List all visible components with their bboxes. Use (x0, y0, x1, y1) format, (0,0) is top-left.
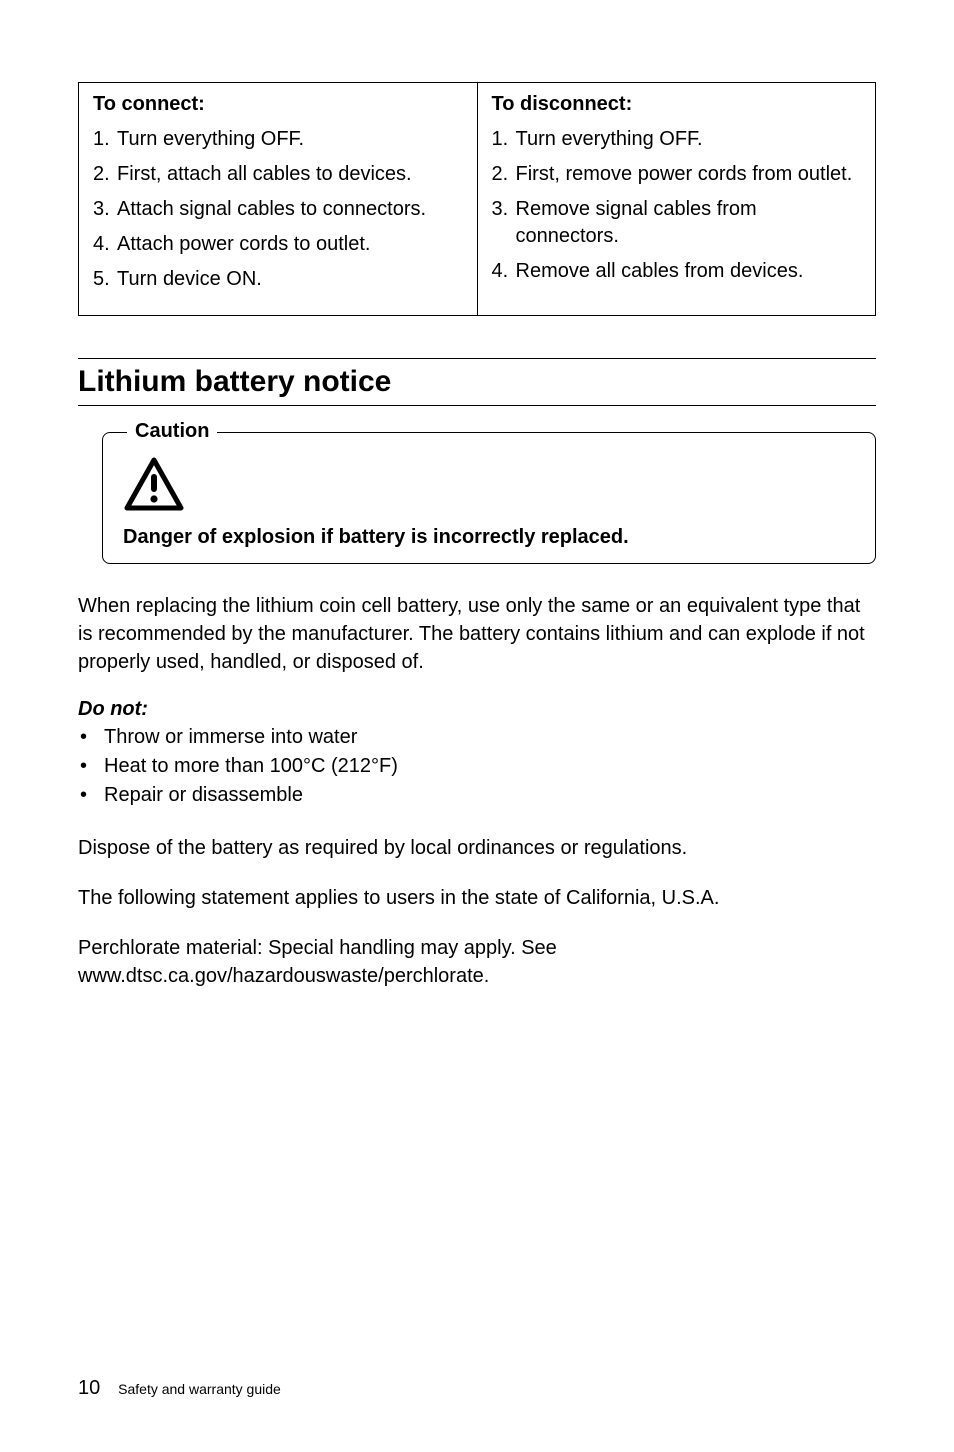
list-item: 3.Attach signal cables to connectors. (93, 196, 463, 223)
section-heading: Lithium battery notice (78, 365, 876, 399)
paragraph-dispose: Dispose of the battery as required by lo… (78, 834, 876, 862)
heading-rule-top (78, 358, 876, 359)
list-item: •Throw or immerse into water (78, 723, 876, 752)
caution-legend: Caution (127, 420, 217, 443)
heading-rule-bottom (78, 405, 876, 406)
paragraph-replace-battery: When replacing the lithium coin cell bat… (78, 592, 876, 676)
page-footer: 10 Safety and warranty guide (78, 1377, 281, 1400)
list-item: 1.Turn everything OFF. (492, 126, 862, 153)
list-item: 2.First, remove power cords from outlet. (492, 161, 862, 188)
paragraph-perchlorate: Perchlorate material: Special handling m… (78, 934, 876, 990)
paragraph-california: The following statement applies to users… (78, 884, 876, 912)
list-item: •Repair or disassemble (78, 781, 876, 810)
connect-heading: To connect: (93, 93, 463, 116)
list-item: 2.First, attach all cables to devices. (93, 161, 463, 188)
warning-triangle-icon (123, 457, 855, 516)
caution-box: Caution Danger of explosion if battery i… (102, 432, 876, 564)
disconnect-steps: 1.Turn everything OFF. 2.First, remove p… (492, 126, 862, 285)
caution-text: Danger of explosion if battery is incorr… (123, 526, 855, 549)
footer-doc-title: Safety and warranty guide (118, 1381, 281, 1397)
disconnect-heading: To disconnect: (492, 93, 862, 116)
connect-disconnect-table: To connect: 1.Turn everything OFF. 2.Fir… (78, 82, 876, 316)
list-item: 3.Remove signal cables from connectors. (492, 196, 862, 250)
document-page: To connect: 1.Turn everything OFF. 2.Fir… (0, 0, 954, 1452)
connect-column: To connect: 1.Turn everything OFF. 2.Fir… (79, 83, 477, 315)
list-item: 4.Attach power cords to outlet. (93, 231, 463, 258)
connect-steps: 1.Turn everything OFF. 2.First, attach a… (93, 126, 463, 293)
list-item: 4.Remove all cables from devices. (492, 258, 862, 285)
list-item: 1.Turn everything OFF. (93, 126, 463, 153)
disconnect-column: To disconnect: 1.Turn everything OFF. 2.… (478, 83, 876, 307)
do-not-label: Do not: (78, 698, 876, 721)
page-number: 10 (78, 1377, 100, 1399)
list-item: 5.Turn device ON. (93, 266, 463, 293)
list-item: •Heat to more than 100°C (212°F) (78, 752, 876, 781)
do-not-list: •Throw or immerse into water •Heat to mo… (78, 723, 876, 810)
